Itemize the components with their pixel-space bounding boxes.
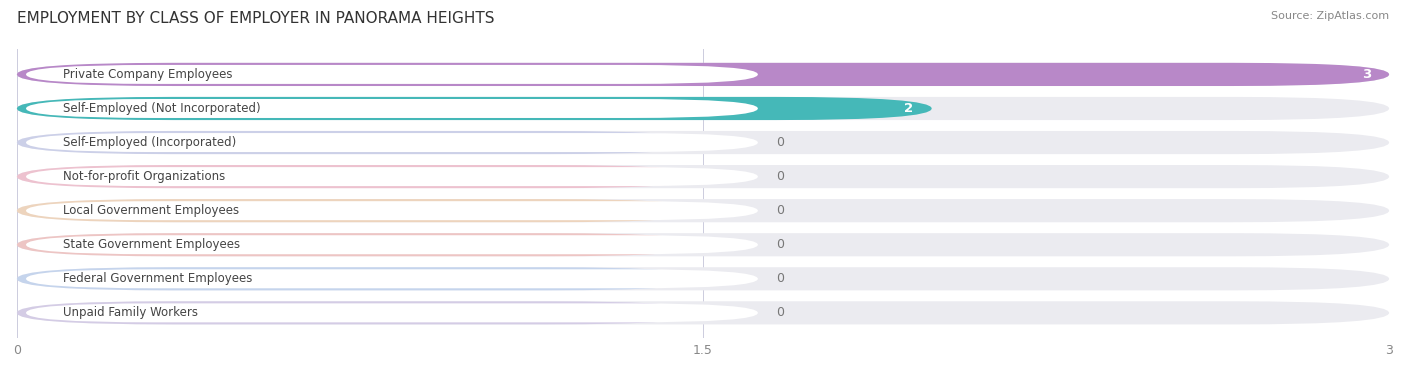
FancyBboxPatch shape xyxy=(17,97,1389,120)
FancyBboxPatch shape xyxy=(27,303,758,322)
FancyBboxPatch shape xyxy=(27,65,758,84)
FancyBboxPatch shape xyxy=(17,267,1389,290)
Text: State Government Employees: State Government Employees xyxy=(63,238,240,251)
FancyBboxPatch shape xyxy=(17,301,703,324)
FancyBboxPatch shape xyxy=(17,63,1389,86)
Text: 3: 3 xyxy=(1361,68,1371,81)
FancyBboxPatch shape xyxy=(17,233,703,256)
Text: Self-Employed (Not Incorporated): Self-Employed (Not Incorporated) xyxy=(63,102,260,115)
FancyBboxPatch shape xyxy=(17,165,703,188)
FancyBboxPatch shape xyxy=(27,269,758,288)
Text: Not-for-profit Organizations: Not-for-profit Organizations xyxy=(63,170,225,183)
FancyBboxPatch shape xyxy=(17,267,703,290)
FancyBboxPatch shape xyxy=(17,63,1389,86)
FancyBboxPatch shape xyxy=(17,301,1389,324)
FancyBboxPatch shape xyxy=(17,199,1389,222)
Text: 0: 0 xyxy=(776,272,785,285)
FancyBboxPatch shape xyxy=(27,133,758,152)
Text: Federal Government Employees: Federal Government Employees xyxy=(63,272,252,285)
Text: Local Government Employees: Local Government Employees xyxy=(63,204,239,217)
Text: 0: 0 xyxy=(776,238,785,251)
FancyBboxPatch shape xyxy=(17,233,1389,256)
Text: 0: 0 xyxy=(776,170,785,183)
Text: 0: 0 xyxy=(776,204,785,217)
FancyBboxPatch shape xyxy=(27,167,758,186)
Text: Private Company Employees: Private Company Employees xyxy=(63,68,232,81)
Text: 2: 2 xyxy=(904,102,914,115)
FancyBboxPatch shape xyxy=(17,165,1389,188)
Text: Source: ZipAtlas.com: Source: ZipAtlas.com xyxy=(1271,11,1389,21)
FancyBboxPatch shape xyxy=(17,131,703,154)
Text: 0: 0 xyxy=(776,136,785,149)
Text: 0: 0 xyxy=(776,306,785,319)
FancyBboxPatch shape xyxy=(17,131,1389,154)
FancyBboxPatch shape xyxy=(27,99,758,118)
FancyBboxPatch shape xyxy=(17,199,703,222)
Text: EMPLOYMENT BY CLASS OF EMPLOYER IN PANORAMA HEIGHTS: EMPLOYMENT BY CLASS OF EMPLOYER IN PANOR… xyxy=(17,11,495,26)
FancyBboxPatch shape xyxy=(17,97,932,120)
Text: Unpaid Family Workers: Unpaid Family Workers xyxy=(63,306,198,319)
FancyBboxPatch shape xyxy=(27,235,758,254)
Text: Self-Employed (Incorporated): Self-Employed (Incorporated) xyxy=(63,136,236,149)
FancyBboxPatch shape xyxy=(27,201,758,220)
